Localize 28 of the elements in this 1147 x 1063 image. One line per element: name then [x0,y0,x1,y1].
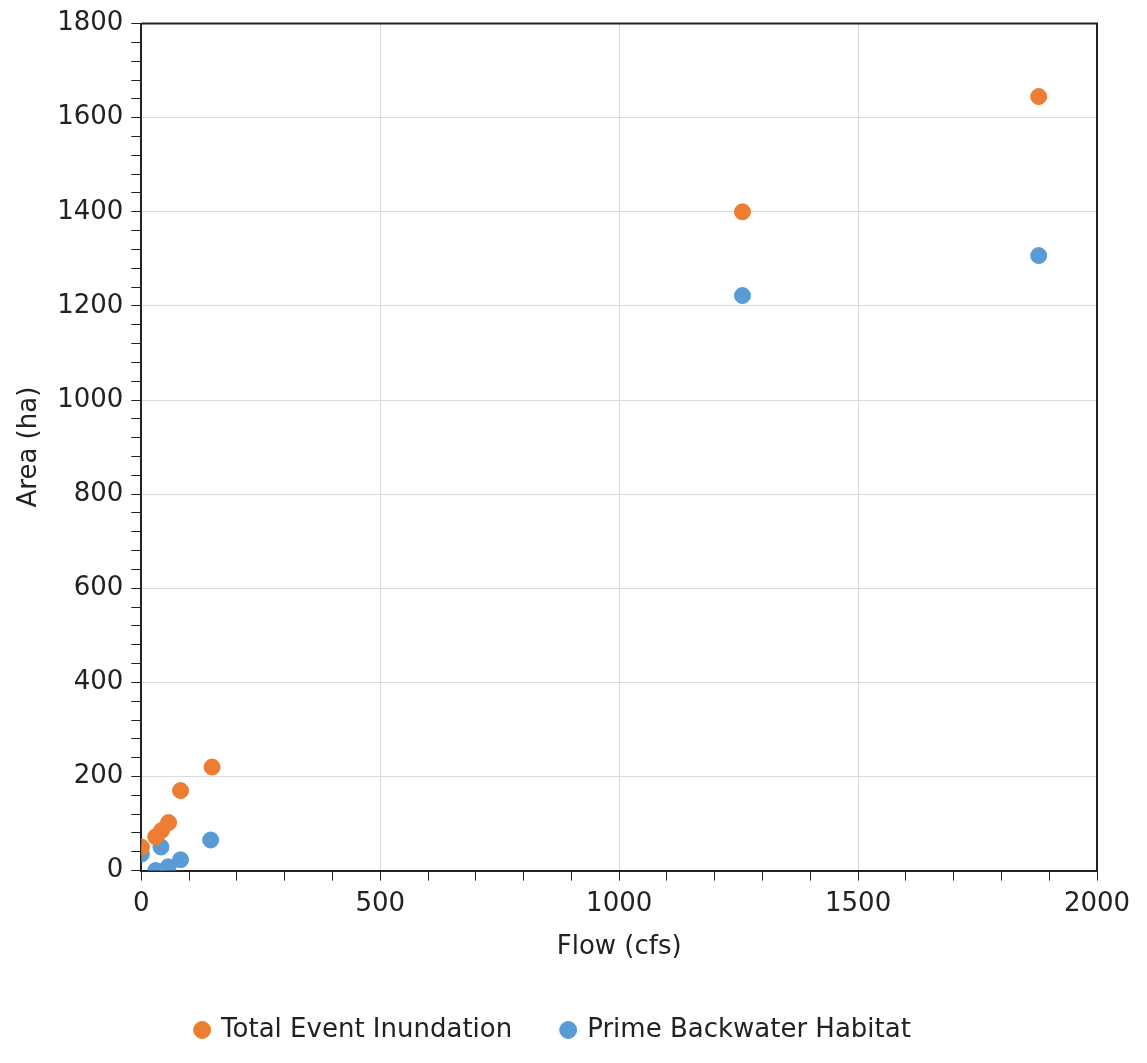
y-tick-label: 800 [73,476,124,507]
point [1030,247,1048,265]
point [202,831,220,849]
point [1030,88,1048,106]
y-tick-label: 1800 [57,6,124,37]
x-tick-label: 0 [133,886,150,917]
y-tick-label: 400 [73,665,124,696]
y-tick-label: 1600 [57,100,124,131]
point [733,203,751,221]
x-tick-label: 2000 [1063,886,1131,917]
point [733,287,751,305]
point [160,814,178,832]
y-axis-title: Area (ha) [12,386,43,508]
y-tick-label: 0 [106,853,124,884]
point [172,851,190,869]
y-tick-label: 1400 [57,194,124,225]
x-axis-title: Flow (cfs) [556,930,682,961]
legend-label: Total Event Inundation [220,1012,513,1043]
x-tick-label: 500 [355,886,406,917]
point [172,782,190,800]
point [203,758,221,776]
legend-label: Prime Backwater Habitat [587,1012,911,1043]
y-tick-label: 600 [73,571,124,602]
y-tick-label: 200 [73,759,124,790]
y-tick-label: 1000 [57,382,124,413]
x-tick-label: 1500 [825,886,892,917]
x-tick-label: 1000 [586,886,653,917]
y-tick-label: 1200 [57,288,124,319]
